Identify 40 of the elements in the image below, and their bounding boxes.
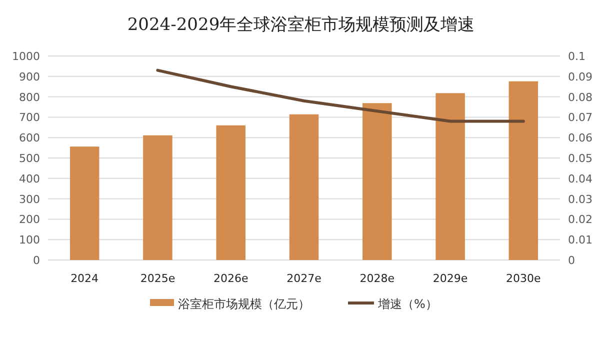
- bar: [216, 125, 246, 260]
- y2-tick-label: 0.05: [568, 152, 592, 165]
- x-tick-label: 2029e: [432, 272, 468, 285]
- y2-tick-label: 0.09: [568, 70, 592, 84]
- y-tick-label: 900: [19, 70, 40, 84]
- y2-tick-label: 0.06: [568, 132, 592, 145]
- y-tick-label: 100: [19, 234, 40, 247]
- legend-label: 增速（%）: [377, 297, 438, 311]
- y-tick-label: 200: [19, 213, 40, 226]
- y-tick-label: 400: [19, 172, 40, 186]
- y2-tick-label: 0.1: [568, 50, 586, 63]
- bar: [508, 81, 538, 260]
- x-tick-label: 2026e: [213, 272, 248, 285]
- y2-tick-label: 0.03: [568, 192, 592, 206]
- y2-tick-label: 0.01: [568, 234, 592, 247]
- x-tick-label: 2030e: [506, 272, 542, 285]
- y-tick-label: 600: [19, 132, 40, 145]
- x-tick-label: 2028e: [360, 272, 395, 285]
- y-tick-label: 800: [19, 90, 40, 104]
- y2-tick-label: 0.07: [568, 111, 592, 124]
- y-tick-label: 0: [33, 254, 40, 267]
- line-series: [156, 68, 525, 123]
- y2-tick-label: 0.02: [568, 213, 592, 226]
- x-tick-label: 2025e: [140, 272, 176, 285]
- x-tick-label: 2027e: [286, 272, 322, 285]
- y2-tick-label: 0.04: [568, 172, 592, 186]
- bar: [289, 114, 319, 260]
- bar: [70, 146, 100, 260]
- bar: [143, 135, 172, 260]
- y-tick-label: 300: [19, 192, 40, 206]
- y2-tick-label: 0: [568, 254, 575, 267]
- y-tick-label: 500: [19, 152, 40, 165]
- bar: [436, 93, 465, 260]
- y2-tick-label: 0.08: [568, 90, 592, 104]
- legend-label: 浴室柜市场规模（亿元）: [178, 297, 310, 311]
- x-tick-label: 2024: [70, 272, 99, 285]
- y-tick-label: 1000: [12, 50, 40, 63]
- y-tick-label: 700: [19, 111, 40, 124]
- bar: [362, 103, 392, 260]
- chart-title: 2024-2029年全球浴室柜市场规模预测及增速: [127, 15, 475, 35]
